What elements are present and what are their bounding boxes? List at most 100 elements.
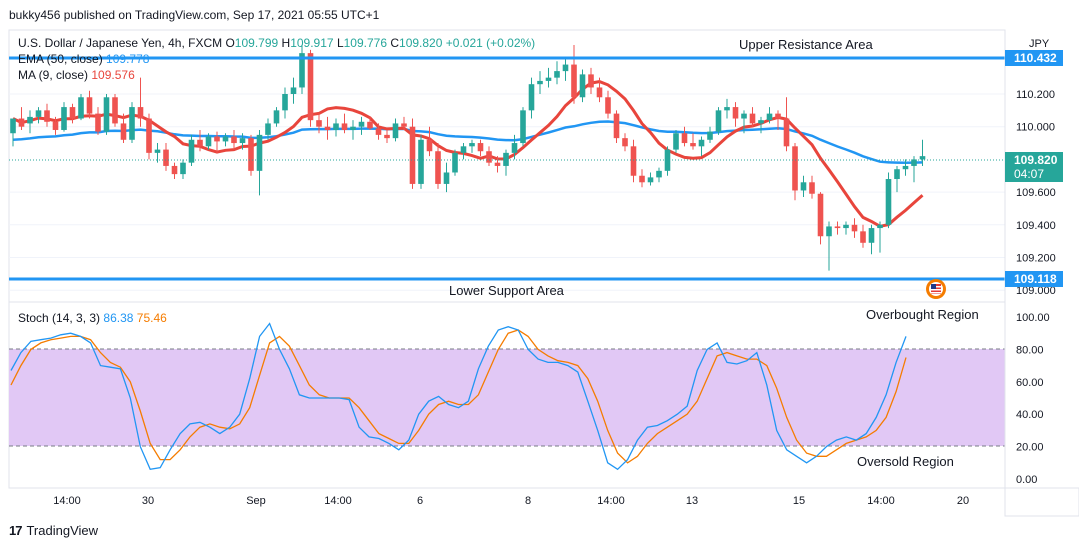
candle: [112, 94, 118, 127]
candle: [205, 133, 212, 150]
candle: [392, 118, 399, 142]
candle-body: [826, 226, 832, 237]
tradingview-logo[interactable]: 17 TradingView: [9, 523, 98, 538]
candle-body: [622, 138, 628, 147]
time-tick: 6: [417, 495, 423, 507]
candle-body: [324, 126, 331, 130]
candle: [520, 107, 526, 147]
ma-legend[interactable]: MA (9, close) 109.576: [18, 68, 135, 82]
price-pane-border: [8, 29, 1006, 303]
candle-body: [205, 136, 212, 147]
candle: [222, 133, 229, 147]
candle: [545, 67, 552, 88]
candle-body: [486, 151, 492, 163]
candle: [860, 224, 866, 248]
candle-body: [78, 97, 84, 119]
time-tick: 20: [957, 495, 969, 507]
candle-body: [44, 110, 50, 122]
time-tick: 14:00: [867, 495, 895, 507]
ohlc-o: 109.799: [235, 36, 279, 50]
candle: [486, 146, 492, 166]
candle-body: [545, 77, 552, 81]
candle-body: [732, 107, 739, 119]
candle-body: [171, 165, 178, 175]
candle: [435, 143, 441, 189]
ema-legend[interactable]: EMA (50, close) 109.778: [18, 52, 150, 66]
time-tick: 15: [793, 495, 805, 507]
candle: [103, 94, 110, 135]
time-axis[interactable]: 14:00 30 Sep 14:00 6 8 14:00 13 15 14:00 20: [9, 487, 1079, 517]
candle-body: [528, 84, 535, 111]
stoch-legend[interactable]: Stoch (14, 3, 3) 86.38 75.46: [18, 311, 167, 325]
candle-body: [52, 121, 59, 130]
candle: [273, 107, 280, 127]
candle-body: [783, 118, 790, 147]
candle-body: [180, 162, 186, 175]
time-tick: 14:00: [53, 495, 81, 507]
price-axis[interactable]: 110.200 110.000 109.600 109.400 109.200 109.0…: [1004, 30, 1079, 488]
price-tick-labels: 110.200 110.000 109.600 109.400 109.200 109.0…: [1016, 89, 1056, 297]
candle: [316, 113, 322, 134]
candle-body: [639, 175, 645, 183]
candle-body: [435, 151, 441, 184]
candle: [911, 156, 917, 183]
candle: [375, 123, 382, 140]
candle-body: [256, 134, 263, 171]
candle: [792, 143, 798, 201]
candle-body: [775, 113, 781, 119]
time-tick: 13: [686, 495, 698, 507]
candle-body: [307, 53, 314, 121]
candle-body: [724, 107, 730, 111]
candle-body: [690, 143, 696, 147]
candle: [732, 102, 739, 127]
ohlc-h: 109.917: [290, 36, 334, 50]
candle: [239, 133, 246, 150]
price-pane[interactable]: Upper Resistance Area Lower Support Area…: [8, 29, 1006, 303]
candle-body: [698, 139, 705, 147]
ohlc-o-label: O: [225, 36, 234, 50]
stoch-band: [9, 349, 1005, 446]
candle-body: [316, 120, 322, 127]
candle-body: [596, 87, 603, 98]
candle: [622, 133, 628, 152]
candle: [749, 107, 756, 127]
us-flag-event-icon[interactable]: [926, 279, 946, 299]
candle-body: [273, 110, 280, 124]
candle: [69, 103, 76, 124]
time-tick-labels: 14:00 30 Sep 14:00 6 8 14:00 13 15 14:00 20: [53, 495, 969, 507]
candle: [265, 118, 271, 140]
candle-body: [681, 133, 688, 144]
time-tick: Sep: [246, 495, 266, 507]
stoch-lines: [10, 322, 907, 471]
candle: [384, 129, 390, 144]
stoch-pane[interactable]: Stoch (14, 3, 3) 86.38 75.46 Overbought …: [8, 301, 1006, 489]
stoch-k-value: 86.38: [103, 311, 133, 325]
candle: [214, 131, 220, 153]
candle: [562, 58, 569, 81]
stoch-k-line: [10, 322, 907, 471]
candle: [554, 61, 560, 85]
candle-body: [571, 64, 577, 98]
candle-body: [520, 110, 526, 144]
candles: [10, 44, 926, 271]
price-tick: 110.000: [1016, 122, 1055, 134]
price-tick: 109.200: [1016, 253, 1056, 265]
svg-text:109.118: 109.118: [1014, 272, 1057, 286]
candle: [248, 134, 254, 176]
candle: [477, 139, 484, 157]
candle-body: [418, 139, 424, 184]
candle-body: [188, 139, 195, 163]
candle-body: [664, 149, 671, 171]
candle: [146, 113, 152, 160]
candle-body: [392, 123, 399, 139]
candle-body: [214, 136, 220, 142]
stoch-d-line: [10, 329, 907, 464]
candle-body: [18, 118, 25, 127]
candle: [528, 77, 535, 119]
candle: [690, 133, 696, 150]
candle: [656, 167, 662, 183]
candle-body: [809, 182, 815, 194]
candle-body: [426, 139, 433, 152]
svg-text:04:07: 04:07: [1014, 167, 1044, 181]
